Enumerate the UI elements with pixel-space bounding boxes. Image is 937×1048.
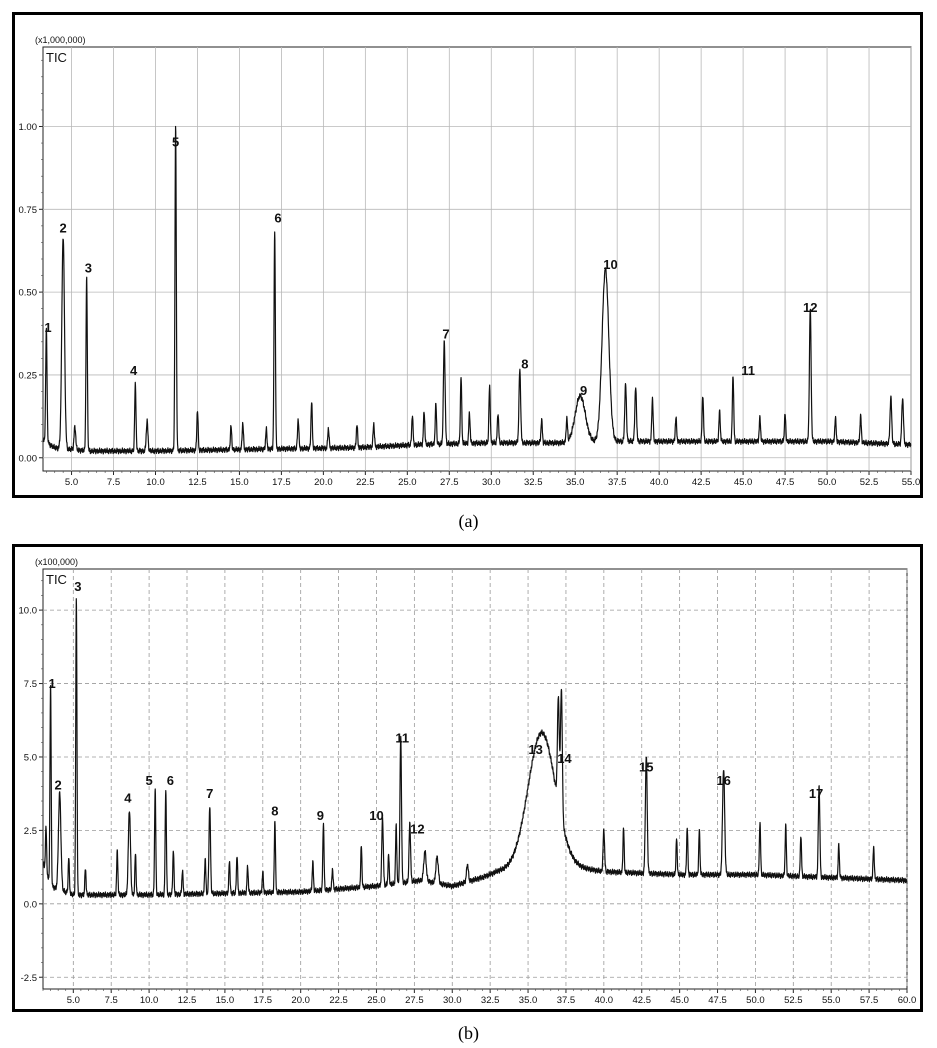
x-tick-label: 55.0 (822, 995, 841, 1006)
x-tick-label: 55.0 (902, 477, 920, 488)
peak-label-9: 9 (580, 383, 587, 398)
x-tick-label: 27.5 (440, 477, 459, 488)
x-tick-label: 25.0 (367, 995, 386, 1006)
peak-label-8: 8 (271, 804, 278, 819)
x-tick-label: 12.5 (178, 995, 197, 1006)
peak-label-6: 6 (167, 773, 174, 788)
plot-frame (42, 46, 912, 472)
tic-trace (42, 125, 912, 455)
x-tick-label: 32.5 (481, 995, 500, 1006)
y-tick-label: 5.0 (24, 752, 37, 763)
x-tick-label: 37.5 (608, 477, 627, 488)
peak-label-17: 17 (809, 786, 823, 801)
series-label-tic: TIC (46, 572, 67, 587)
x-tick-label: 32.5 (524, 477, 543, 488)
peak-label-6: 6 (274, 211, 281, 226)
y-tick-label: 10.0 (19, 606, 38, 617)
peak-label-3: 3 (85, 260, 92, 275)
x-tick-label: 20.0 (314, 477, 333, 488)
peak-label-2: 2 (60, 221, 67, 236)
x-tick-label: 25.0 (398, 477, 417, 488)
chromatogram-panel-b: 5.0 7.5 10.0 12.5 15.0 17.5 20.0 22.5 25.0 27.5 30… (12, 544, 923, 1012)
x-tick-label: 17.5 (254, 995, 273, 1006)
peak-label-13: 13 (528, 742, 542, 757)
peak-label-11: 11 (395, 730, 409, 745)
peak-label-7: 7 (442, 327, 449, 342)
y-scale-label: (x100,000) (35, 557, 78, 567)
y-tick-label: 0.25 (19, 370, 38, 381)
x-tick-label: 45.0 (734, 477, 753, 488)
x-tick-label: 47.5 (708, 995, 727, 1006)
x-tick-label: 17.5 (272, 477, 291, 488)
x-tick-label: 10.0 (146, 477, 165, 488)
x-tick-label: 22.5 (356, 477, 375, 488)
y-scale-label: (x1,000,000) (35, 35, 86, 45)
x-tick-label: 7.5 (105, 995, 118, 1006)
x-tick-label: 52.5 (784, 995, 803, 1006)
x-tick-label: 50.0 (818, 477, 837, 488)
peak-label-3: 3 (74, 579, 81, 594)
peak-label-1: 1 (48, 676, 55, 691)
peak-label-14: 14 (557, 751, 572, 766)
x-tick-label: 27.5 (405, 995, 424, 1006)
x-tick-label: 37.5 (557, 995, 576, 1006)
x-tick-label: 47.5 (776, 477, 795, 488)
x-tick-label: 12.5 (188, 477, 207, 488)
y-tick-label: 2.5 (24, 826, 37, 837)
peak-label-5: 5 (172, 134, 179, 149)
panel-b-caption: (b) (458, 1023, 479, 1043)
series-label-tic: TIC (46, 50, 67, 65)
y-tick-label: 0.00 (19, 453, 38, 464)
peak-label-7: 7 (206, 786, 213, 801)
x-tick-label: 15.0 (216, 995, 235, 1006)
x-tick-label: 52.5 (860, 477, 879, 488)
x-tick-label: 5.0 (65, 477, 78, 488)
peak-label-4: 4 (124, 790, 132, 805)
x-tick-label: 30.0 (443, 995, 462, 1006)
x-tick-label: 45.0 (670, 995, 689, 1006)
x-tick-label: 22.5 (329, 995, 348, 1006)
peak-label-11: 11 (741, 363, 755, 378)
y-tick-label: 1.00 (19, 122, 38, 133)
peak-label-15: 15 (639, 760, 653, 775)
y-tick-label: 0.0 (24, 899, 37, 910)
x-tick-label: 40.0 (595, 995, 614, 1006)
peak-label-9: 9 (317, 808, 324, 823)
x-tick-label: 20.0 (291, 995, 310, 1006)
x-tick-label: 35.0 (519, 995, 538, 1006)
y-tick-label: 7.5 (24, 679, 37, 690)
peak-label-10: 10 (369, 808, 383, 823)
peak-label-12: 12 (410, 821, 424, 836)
chromatogram-a-plot: 5.0 7.5 10.0 12.5 15.0 17.5 20.0 22.5 25.0 27.5 30… (19, 35, 921, 488)
x-tick-label: 15.0 (230, 477, 249, 488)
y-tick-label: -2.5 (21, 973, 37, 984)
x-tick-label: 5.0 (67, 995, 80, 1006)
peak-label-12: 12 (803, 300, 817, 315)
panel-a-caption: (a) (458, 511, 479, 531)
x-tick-label: 7.5 (107, 477, 120, 488)
peak-label-8: 8 (521, 356, 528, 371)
x-tick-label: 10.0 (140, 995, 159, 1006)
peak-label-2: 2 (55, 777, 62, 792)
x-tick-label: 30.0 (482, 477, 501, 488)
y-tick-label: 0.50 (19, 288, 38, 299)
x-tick-label: 60.0 (898, 995, 917, 1006)
peak-label-10: 10 (603, 257, 617, 272)
x-tick-label: 57.5 (860, 995, 879, 1006)
x-tick-label: 35.0 (566, 477, 585, 488)
x-tick-label: 40.0 (650, 477, 669, 488)
x-tick-label: 42.5 (692, 477, 711, 488)
peak-label-5: 5 (145, 773, 152, 788)
x-tick-label: 42.5 (632, 995, 651, 1006)
chromatogram-panel-a: 5.0 7.5 10.0 12.5 15.0 17.5 20.0 22.5 25.0 27.5 30… (12, 12, 923, 498)
x-tick-label: 50.0 (746, 995, 765, 1006)
peak-label-16: 16 (716, 773, 730, 788)
chromatogram-b-plot: 5.0 7.5 10.0 12.5 15.0 17.5 20.0 22.5 25.0 27.5 30… (19, 557, 917, 1006)
peak-label-4: 4 (130, 363, 138, 378)
tic-trace (42, 598, 908, 899)
peak-label-1: 1 (44, 320, 51, 335)
y-tick-label: 0.75 (19, 205, 38, 216)
